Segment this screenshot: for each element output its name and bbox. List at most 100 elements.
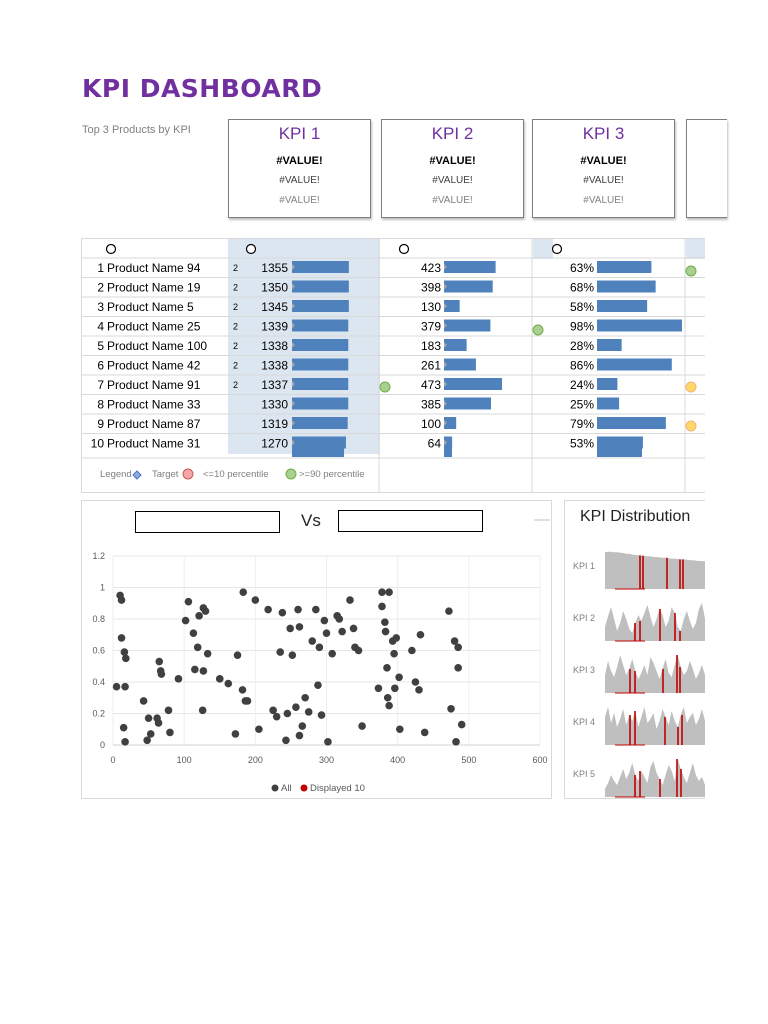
table-product-name: Product Name 42 [107, 358, 201, 372]
scatter-point [146, 730, 155, 738]
table-kpi2-value: 261 [421, 358, 441, 372]
table-product-name: Product Name 87 [107, 417, 201, 431]
scatter-point [276, 648, 285, 656]
kpi1-bar-overflow [292, 445, 344, 457]
table-kpi1-value: 1330 [261, 397, 288, 411]
kpi-card-value-2: #VALUE! [583, 175, 624, 186]
scatter-point [119, 723, 128, 732]
table-kpi1-value: 1355 [261, 261, 288, 275]
table-product-name: Product Name 19 [107, 280, 201, 294]
scatter-point [452, 738, 460, 746]
high-percentile-dot [379, 381, 391, 393]
high-percentile-dot [532, 324, 544, 336]
distribution-area [605, 707, 705, 745]
table-kpi3-value: 98% [570, 319, 594, 333]
scatter-point [215, 675, 224, 683]
x-tick-label: 300 [319, 755, 334, 765]
kpi-card-value-1: #VALUE! [580, 155, 627, 167]
x-tick-label: 100 [177, 755, 192, 765]
x-tick-label: 500 [461, 755, 476, 765]
scatter-point [255, 725, 263, 734]
scatter-point [189, 629, 198, 637]
scatter-point [312, 605, 320, 614]
target-marker [292, 381, 295, 387]
scatter-point [298, 722, 307, 730]
scatter-point [238, 686, 247, 694]
table-rank: 1 [97, 261, 104, 275]
scatter-point [166, 728, 174, 737]
metric-x-selector[interactable] [135, 511, 280, 533]
kpi3-bar [597, 397, 620, 410]
kpi2-bar [444, 300, 460, 312]
target-marker [292, 420, 295, 426]
table-tag: 2 [233, 302, 238, 312]
scatter-point [272, 712, 281, 721]
scatter-point [224, 679, 233, 688]
scatter-point [294, 605, 302, 614]
scatter-point [396, 725, 404, 734]
scatter-point [314, 681, 322, 689]
y-tick-label: 0.2 [92, 709, 105, 719]
kpi4-header-highlight [686, 239, 705, 259]
kpi3-bar [597, 378, 618, 390]
table-tag: 2 [233, 263, 238, 273]
y-tick-label: 1 [100, 583, 105, 593]
scatter-point [121, 682, 129, 691]
kpi-card-value-2: #VALUE! [279, 175, 320, 186]
scatter-point [233, 651, 242, 660]
scatter-point [120, 648, 129, 656]
table-kpi1-value: 1345 [261, 300, 288, 314]
table-kpi3-value: 86% [570, 358, 594, 372]
table-rank: 6 [97, 358, 104, 372]
scatter-point [390, 649, 398, 658]
scatter-point [315, 643, 324, 652]
distribution-row-label: KPI 4 [573, 717, 595, 727]
kpi2-bar [444, 339, 467, 351]
scatter-point [415, 686, 423, 694]
kpi1-bar [292, 280, 349, 293]
target-marker [444, 439, 447, 446]
table-kpi1-value: 1338 [261, 358, 288, 372]
target-marker [292, 342, 295, 348]
scatter-point [203, 649, 212, 658]
scatter-point [122, 654, 130, 663]
kpi2-bar [444, 261, 496, 273]
table-kpi2-value: 183 [421, 339, 441, 353]
legend-low-label: <=10 percentile [203, 469, 269, 480]
table-kpi2-value: 385 [421, 397, 441, 411]
target-marker [292, 322, 295, 329]
scatter-point [278, 608, 287, 617]
distribution-row-label: KPI 2 [573, 613, 595, 623]
scatter-point [251, 596, 260, 604]
kpi-card-2[interactable]: KPI 2 #VALUE! #VALUE! #VALUE! [381, 119, 524, 218]
sort-radio-2 [245, 243, 257, 255]
distribution-chart: KPI 1 KPI 2 KPI 3 KPI 4 KPI 5 [573, 551, 705, 798]
metric-y-selector[interactable] [338, 510, 483, 532]
kpi-card-1[interactable]: KPI 1 #VALUE! #VALUE! #VALUE! [228, 119, 371, 218]
scatter-point [320, 616, 329, 625]
kpi1-bar [292, 358, 349, 371]
scatter-point [144, 714, 153, 723]
scatter-point [383, 693, 392, 702]
scatter-point [301, 693, 309, 702]
scatter-point [324, 738, 332, 746]
scatter-point [408, 646, 416, 655]
distribution-area [605, 551, 705, 589]
scatter-point [184, 597, 193, 606]
percentile-dot-orange [685, 381, 697, 393]
scatter-point [378, 602, 386, 611]
kpi-card-3[interactable]: KPI 3 #VALUE! #VALUE! #VALUE! [532, 119, 675, 218]
kpi2-bar [444, 378, 502, 390]
scatter-point [199, 667, 208, 675]
scatter-point [292, 703, 300, 711]
scatter-point [121, 738, 129, 746]
table-kpi3-value: 79% [570, 417, 594, 431]
distribution-panel: KPI Distribution KPI 1 KPI 2 KPI 3 KPI 4 KPI… [564, 500, 705, 799]
scatter-point [288, 651, 297, 660]
kpi3-bar [597, 358, 672, 371]
y-tick-label: 0.8 [92, 614, 105, 624]
scatter-point [416, 630, 425, 639]
distribution-row-label: KPI 3 [573, 665, 595, 675]
table-rank: 7 [97, 378, 104, 392]
scatter-point [395, 673, 403, 682]
